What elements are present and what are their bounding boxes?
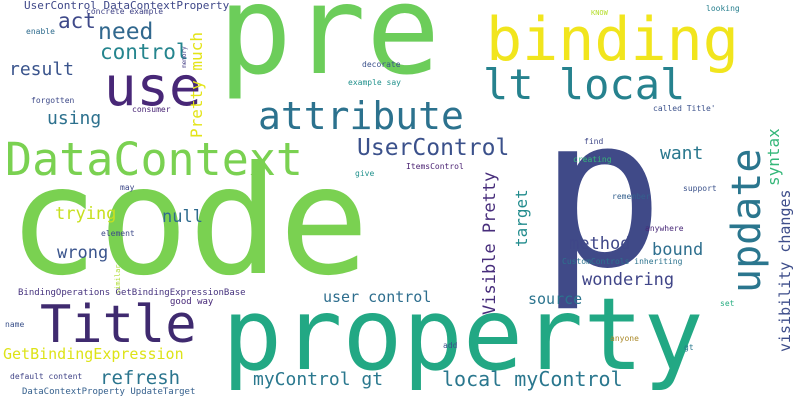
word-trying: trying: [55, 204, 117, 224]
word-default-content: default content: [10, 372, 83, 381]
word-wrong: wrong: [57, 243, 109, 263]
word-datacontextproperty-updatetarget: DataContextProperty UpdateTarget: [22, 387, 196, 397]
word-may: may: [120, 183, 135, 192]
word-update: update: [724, 148, 770, 294]
word-datacontext: DataContext: [5, 133, 304, 186]
word-binding: binding: [486, 5, 739, 75]
word-null: null: [162, 207, 203, 227]
word-bindingoperations-getbindingexpressionbase: BindingOperations GetBindingExpressionBa…: [18, 288, 246, 298]
word-usercontrol: UserControl: [357, 135, 510, 161]
word-bound: bound: [652, 240, 704, 260]
word-pretty-much: Pretty much: [187, 32, 206, 138]
word-getbindingexpression: GetBindingExpression: [3, 345, 184, 363]
word-mycontrol-gt: myControl gt: [253, 369, 384, 390]
word-visible-pretty: Visible Pretty: [480, 171, 500, 315]
word-act: act: [58, 9, 96, 33]
word-customcontrols-inheriting: CustomControls inheriting: [562, 257, 683, 266]
word-use: use: [104, 55, 202, 118]
word-want: want: [660, 143, 704, 164]
word-attribute: attribute: [258, 94, 464, 138]
word-p: p: [539, 73, 665, 315]
word-creating: creating: [573, 155, 612, 164]
word-good-way: good way: [170, 297, 214, 307]
word-method: method: [569, 234, 631, 254]
word-decorate: decorate: [362, 60, 401, 69]
word-control: control: [100, 40, 189, 64]
word-enable: enable: [26, 27, 55, 36]
word-wondering: wondering: [582, 270, 675, 290]
word-support: support: [683, 184, 717, 193]
word-element: element: [101, 229, 135, 238]
word-code: code: [8, 135, 370, 309]
word-target: target: [512, 189, 531, 247]
word-syntax: syntax: [764, 128, 783, 186]
word-add: add: [443, 341, 458, 350]
word-pre: pre: [218, 0, 441, 103]
word-usercontrol-datacontextproperty: UserControl DataContextProperty: [24, 0, 230, 12]
word-give: give: [355, 169, 375, 178]
word-consumer: consumer: [132, 105, 171, 114]
word-set: set: [720, 299, 735, 308]
word-name: name: [5, 320, 25, 329]
word-concrete-example: concrete example: [86, 7, 164, 16]
word-need: need: [98, 19, 154, 45]
word-property: property: [222, 276, 704, 393]
word-remember: remember: [612, 192, 651, 201]
word-lt-local: lt local: [483, 60, 686, 109]
word-anyone: anyone: [610, 334, 639, 343]
word-called-title: called Title': [653, 104, 716, 113]
word-local-mycontrol: local myControl: [442, 367, 623, 391]
word-result: result: [9, 59, 75, 80]
word-gt: gt: [684, 343, 694, 352]
word-anywhere: anywhere: [645, 224, 684, 233]
word-using: using: [47, 108, 102, 129]
word-memory: memory: [181, 46, 188, 68]
word-forgotten: forgotten: [31, 96, 75, 105]
word-example-say: example say: [348, 78, 401, 87]
word-user-control: user control: [323, 288, 432, 306]
word-itemscontrol: ItemsControl: [406, 162, 464, 171]
word-find: find: [584, 137, 604, 146]
word-looking: looking: [706, 4, 740, 13]
word-refresh: refresh: [100, 367, 181, 389]
word-source: source: [528, 290, 583, 308]
word-title: Title: [40, 295, 197, 355]
word-visibility-changes: visibility changes: [776, 189, 794, 352]
word-know: KNOW: [591, 9, 608, 17]
